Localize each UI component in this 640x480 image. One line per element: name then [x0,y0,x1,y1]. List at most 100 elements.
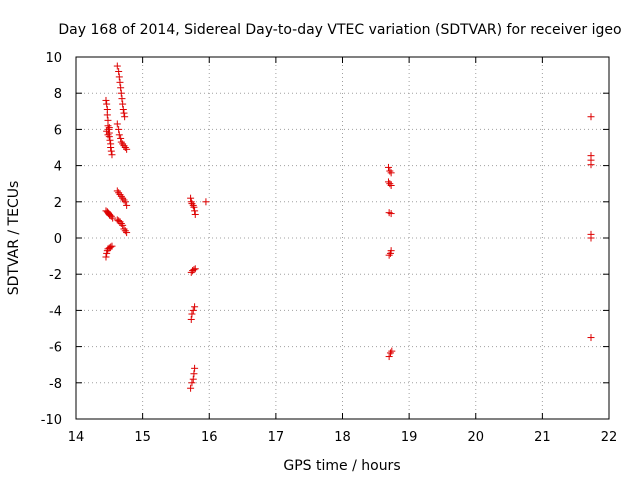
data-point [116,218,124,226]
data-point [119,221,127,229]
data-point [115,125,123,133]
data-point [190,203,198,211]
data-point [105,124,113,132]
axis-ticks [75,56,610,420]
x-tick-label: 18 [334,430,351,445]
data-point [123,201,131,209]
data-point [587,334,595,342]
data-point [102,96,110,104]
x-tick-label: 15 [134,430,151,445]
data-point [385,251,393,259]
data-point [120,142,128,150]
data-point [118,95,126,103]
data-point [109,214,117,222]
data-point [113,187,121,195]
data-point [113,120,121,128]
data-point [191,303,199,311]
x-tick-labels: 14 15 16 17 18 19 20 21 22 [68,430,618,445]
data-point [187,315,195,323]
data-point [191,364,199,372]
data-point [117,138,125,146]
data-point [115,67,123,75]
data-point [189,306,197,314]
data-point [119,194,127,202]
data-point [102,253,110,261]
y-axis-label: SDTVAR / TECUs [6,181,22,296]
data-points [102,62,595,392]
data-point [187,194,195,202]
data-point [190,266,198,274]
data-point [115,73,123,81]
data-point [121,144,129,151]
y-tick-label: 2 [54,196,62,211]
x-tick-label: 17 [268,430,285,445]
data-point [116,191,124,199]
data-point [107,147,115,155]
data-point [187,384,195,392]
data-point [115,189,123,197]
data-point [587,161,595,169]
data-point [188,379,196,387]
data-point [587,113,595,121]
data-point [385,353,393,361]
data-point [107,243,115,251]
data-point [120,109,128,117]
x-tick-label: 16 [201,430,218,445]
data-point [121,227,129,235]
data-point [188,200,196,208]
data-point [188,310,196,318]
data-point [191,207,199,215]
data-point [120,196,128,204]
x-tick-label: 14 [68,430,85,445]
data-point [103,111,111,119]
data-point [107,212,115,220]
data-point [119,140,127,148]
x-tick-label: 21 [534,430,551,445]
data-point [190,370,198,378]
data-point [387,247,395,255]
data-point [384,163,392,171]
chart-title: Day 168 of 2014, Sidereal Day-to-day VTE… [58,22,621,38]
data-point [115,131,123,139]
y-tick-label: -2 [49,268,62,283]
data-point [104,122,112,130]
grid-lines [76,57,609,419]
y-tick-label: -4 [49,304,62,319]
data-point [120,225,128,233]
data-point [105,133,113,141]
data-point [117,84,125,92]
x-tick-label: 20 [467,430,484,445]
data-point [117,192,125,200]
data-point [113,62,121,70]
data-point [386,180,394,188]
data-point [121,198,129,206]
y-tick-label: 8 [54,87,62,102]
x-tick-label: 22 [601,430,618,445]
y-tick-label: 0 [54,232,62,247]
data-point [108,242,116,250]
data-point [119,105,127,113]
data-point [587,234,595,242]
data-point [103,127,111,135]
data-point [106,136,114,144]
data-point [117,220,125,228]
data-point [108,151,116,159]
y-tick-label: 10 [45,51,62,66]
data-point [117,134,125,142]
data-point [386,349,394,357]
data-point [123,229,131,237]
data-point [103,100,111,108]
data-point [189,375,197,383]
data-point [191,210,199,218]
data-point [189,201,197,209]
data-point [384,178,392,186]
data-point [202,198,210,206]
data-point [387,169,395,177]
data-point [107,144,115,151]
data-point [123,145,131,153]
data-point [121,113,129,121]
data-point [104,131,112,139]
data-point [191,265,199,273]
y-tick-labels: -10 -8 -6 -4 -2 0 2 4 6 8 10 [41,51,62,428]
data-point [387,182,395,190]
